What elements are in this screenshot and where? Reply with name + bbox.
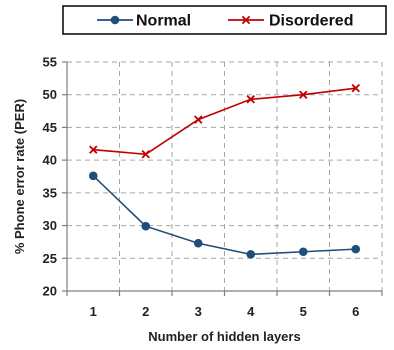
data-point-disordered <box>351 83 360 93</box>
legend-marker <box>241 15 251 25</box>
y-tick-label: 45 <box>43 120 57 135</box>
series-normal <box>88 171 361 259</box>
x-tick-label: 2 <box>142 304 149 319</box>
x-tick-label: 4 <box>247 304 255 319</box>
x-tick-label: 1 <box>90 304 97 319</box>
data-point-disordered <box>194 115 203 124</box>
x-axis-label: Number of hidden layers <box>148 329 300 344</box>
data-point-normal <box>246 250 256 259</box>
y-tick-label: 40 <box>43 153 57 168</box>
legend-item-disordered: Disordered <box>228 13 353 30</box>
data-point-disordered <box>299 90 308 99</box>
data-point-normal <box>351 244 361 254</box>
y-tick-label: 20 <box>43 284 57 299</box>
data-point-normal <box>88 171 98 181</box>
y-tick-label: 25 <box>43 251 57 266</box>
data-point-normal <box>298 247 308 257</box>
legend-item-normal: Normal <box>97 13 191 30</box>
y-tick-label: 35 <box>43 185 57 200</box>
legend: Normal Disordered <box>62 5 387 35</box>
x-tick-label: 3 <box>195 304 202 319</box>
legend-label: Disordered <box>269 13 353 30</box>
data-point-disordered <box>246 95 255 104</box>
data-point-disordered <box>141 150 150 159</box>
legend-label: Normal <box>136 13 191 30</box>
x-tick-label: 5 <box>300 304 307 319</box>
data-point-normal <box>141 221 151 231</box>
x-tick-label: 6 <box>352 304 359 319</box>
y-tick-label: 55 <box>43 55 57 70</box>
data-point-disordered <box>89 145 98 154</box>
y-tick-label: 50 <box>43 87 57 102</box>
grid <box>67 61 383 291</box>
series <box>88 83 361 259</box>
series-line-disordered <box>93 87 356 156</box>
y-tick-label: 30 <box>43 218 57 233</box>
legend-marker <box>110 15 120 25</box>
y-axis-label: % Phone error rate (PER) <box>12 99 27 254</box>
series-disordered <box>89 83 360 159</box>
data-point-normal <box>193 238 203 248</box>
series-line-normal <box>92 175 356 256</box>
